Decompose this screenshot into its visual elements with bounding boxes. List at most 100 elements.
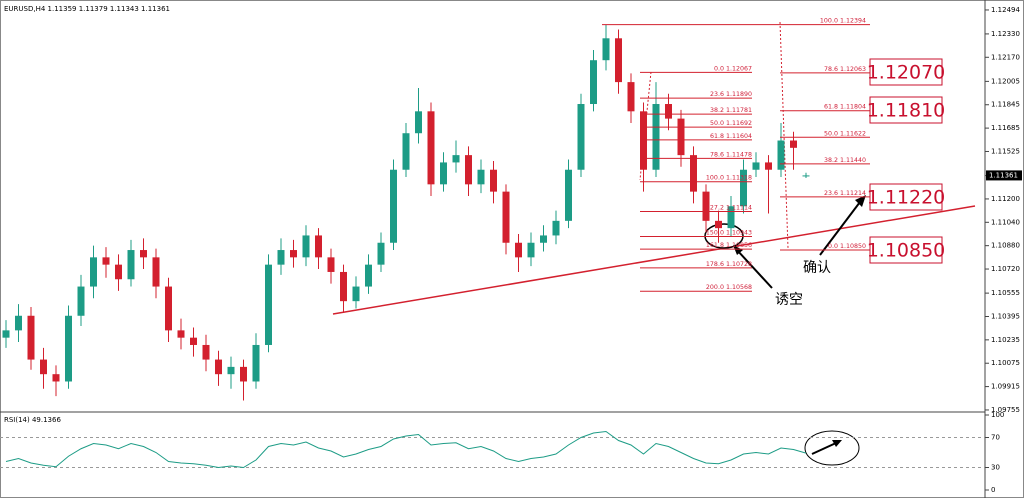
candle-body bbox=[315, 235, 322, 258]
fib-label: 161.8 1.10856 bbox=[706, 242, 752, 249]
y-tick-label: 1.12330 bbox=[991, 30, 1020, 38]
y-tick-label: 1.09755 bbox=[991, 406, 1020, 414]
fib-label: 50.0 1.11692 bbox=[710, 120, 752, 127]
arrow-head bbox=[855, 195, 866, 207]
candle-body bbox=[302, 235, 310, 258]
candle-body bbox=[752, 162, 760, 170]
candle-body bbox=[252, 344, 260, 382]
y-tick-label: 1.10395 bbox=[991, 312, 1020, 320]
candle-body bbox=[590, 60, 597, 105]
y-tick-label: 1.11040 bbox=[991, 218, 1020, 226]
candle-body bbox=[702, 191, 710, 221]
candle-body bbox=[277, 250, 285, 265]
candle-body bbox=[777, 140, 785, 170]
annotation: 诱空 bbox=[775, 292, 803, 308]
y-tick-label: 1.10880 bbox=[991, 242, 1020, 250]
fib-label: 200.0 1.10568 bbox=[706, 284, 752, 291]
candle-body bbox=[140, 250, 147, 258]
candle-body bbox=[402, 133, 410, 170]
price-box-label: 1.12070 bbox=[867, 62, 946, 84]
fib-label: 178.6 1.10728 bbox=[706, 261, 752, 268]
candle-body bbox=[552, 220, 560, 236]
candle-body bbox=[602, 38, 610, 61]
candle-body bbox=[352, 286, 360, 302]
candle-body bbox=[627, 82, 635, 112]
y-tick-label: 1.10720 bbox=[991, 265, 1020, 273]
candle-body bbox=[77, 286, 85, 316]
candle-body bbox=[227, 366, 235, 375]
candle-body bbox=[327, 257, 335, 272]
y-tick-label: 1.12170 bbox=[991, 53, 1020, 61]
price-box bbox=[869, 96, 943, 124]
candle-body bbox=[652, 104, 660, 170]
highlight-circle bbox=[804, 430, 860, 466]
trendline bbox=[332, 205, 976, 315]
candle-body bbox=[65, 315, 72, 382]
rsi-title: RSI(14) 49.1366 bbox=[4, 416, 61, 424]
candle-body bbox=[765, 162, 772, 170]
candle-body bbox=[565, 169, 572, 221]
candle-body bbox=[502, 191, 510, 243]
candle-body bbox=[15, 315, 22, 331]
candle-body bbox=[440, 162, 447, 185]
arrow bbox=[811, 442, 837, 455]
candle-body bbox=[540, 235, 547, 243]
y-tick-label: 1.12494 bbox=[991, 6, 1020, 14]
y-tick-label: 1.10075 bbox=[991, 359, 1020, 367]
y-tick-label: 1.11845 bbox=[991, 101, 1020, 109]
candle-body bbox=[477, 169, 485, 185]
fib-label: 23.6 1.11890 bbox=[710, 91, 752, 98]
price-box bbox=[869, 58, 943, 86]
rsi-line bbox=[5, 430, 807, 469]
y-tick-label: 1.11200 bbox=[991, 195, 1020, 203]
fib-label: 61.8 1.11804 bbox=[824, 104, 866, 111]
candle-body bbox=[190, 337, 197, 345]
candle-body bbox=[240, 366, 247, 382]
candle-body bbox=[202, 344, 210, 360]
arrow-head bbox=[832, 440, 842, 447]
fib-label: 78.6 1.12063 bbox=[824, 66, 866, 73]
candle-body bbox=[340, 271, 347, 302]
candle-body bbox=[452, 155, 460, 163]
candle-body bbox=[690, 155, 697, 192]
candle-body bbox=[290, 250, 297, 258]
candle-body bbox=[265, 264, 272, 345]
candle-body bbox=[90, 257, 97, 287]
price-box-label: 1.10850 bbox=[867, 240, 946, 262]
fib-label: 150.0 1.10943 bbox=[706, 229, 752, 236]
arrow bbox=[819, 201, 861, 256]
y-tick-label: 1.10555 bbox=[991, 289, 1020, 297]
candle-body bbox=[377, 242, 385, 265]
candle-body bbox=[715, 220, 722, 229]
candle-body bbox=[2, 330, 10, 338]
candle-body bbox=[127, 250, 135, 280]
fib-label: 100.0 1.12394 bbox=[820, 18, 866, 25]
y-tick-label: 0 bbox=[991, 486, 995, 494]
candle-body bbox=[27, 315, 35, 360]
fib-base bbox=[779, 21, 789, 249]
candle-body bbox=[115, 264, 122, 280]
candle-body bbox=[427, 111, 435, 185]
candle-body bbox=[365, 264, 372, 287]
y-tick-label: 1.09915 bbox=[991, 383, 1020, 391]
candle-body bbox=[52, 374, 60, 382]
fib-label: 23.6 1.11214 bbox=[824, 190, 866, 197]
chart-title: EURUSD,H4 1.11359 1.11379 1.11343 1.1136… bbox=[4, 5, 170, 13]
fib-label: 78.6 1.11478 bbox=[710, 151, 752, 158]
price-box-label: 1.11810 bbox=[867, 100, 946, 122]
fib-label: 38.2 1.11781 bbox=[710, 107, 752, 114]
fib-label: 100.0 1.11318 bbox=[706, 175, 752, 182]
annotation: 确认 bbox=[803, 260, 831, 276]
candle-body bbox=[640, 111, 647, 170]
arrow bbox=[736, 249, 773, 289]
current-price: 1.11361 bbox=[989, 171, 1018, 179]
candle-body bbox=[415, 111, 422, 134]
fib-label: 38.2 1.11440 bbox=[824, 157, 866, 164]
candle-body bbox=[615, 38, 622, 83]
current-price-box bbox=[986, 170, 1022, 181]
candle-body bbox=[727, 206, 735, 229]
y-tick-label: 1.11685 bbox=[991, 124, 1020, 132]
candle-body bbox=[40, 359, 47, 375]
